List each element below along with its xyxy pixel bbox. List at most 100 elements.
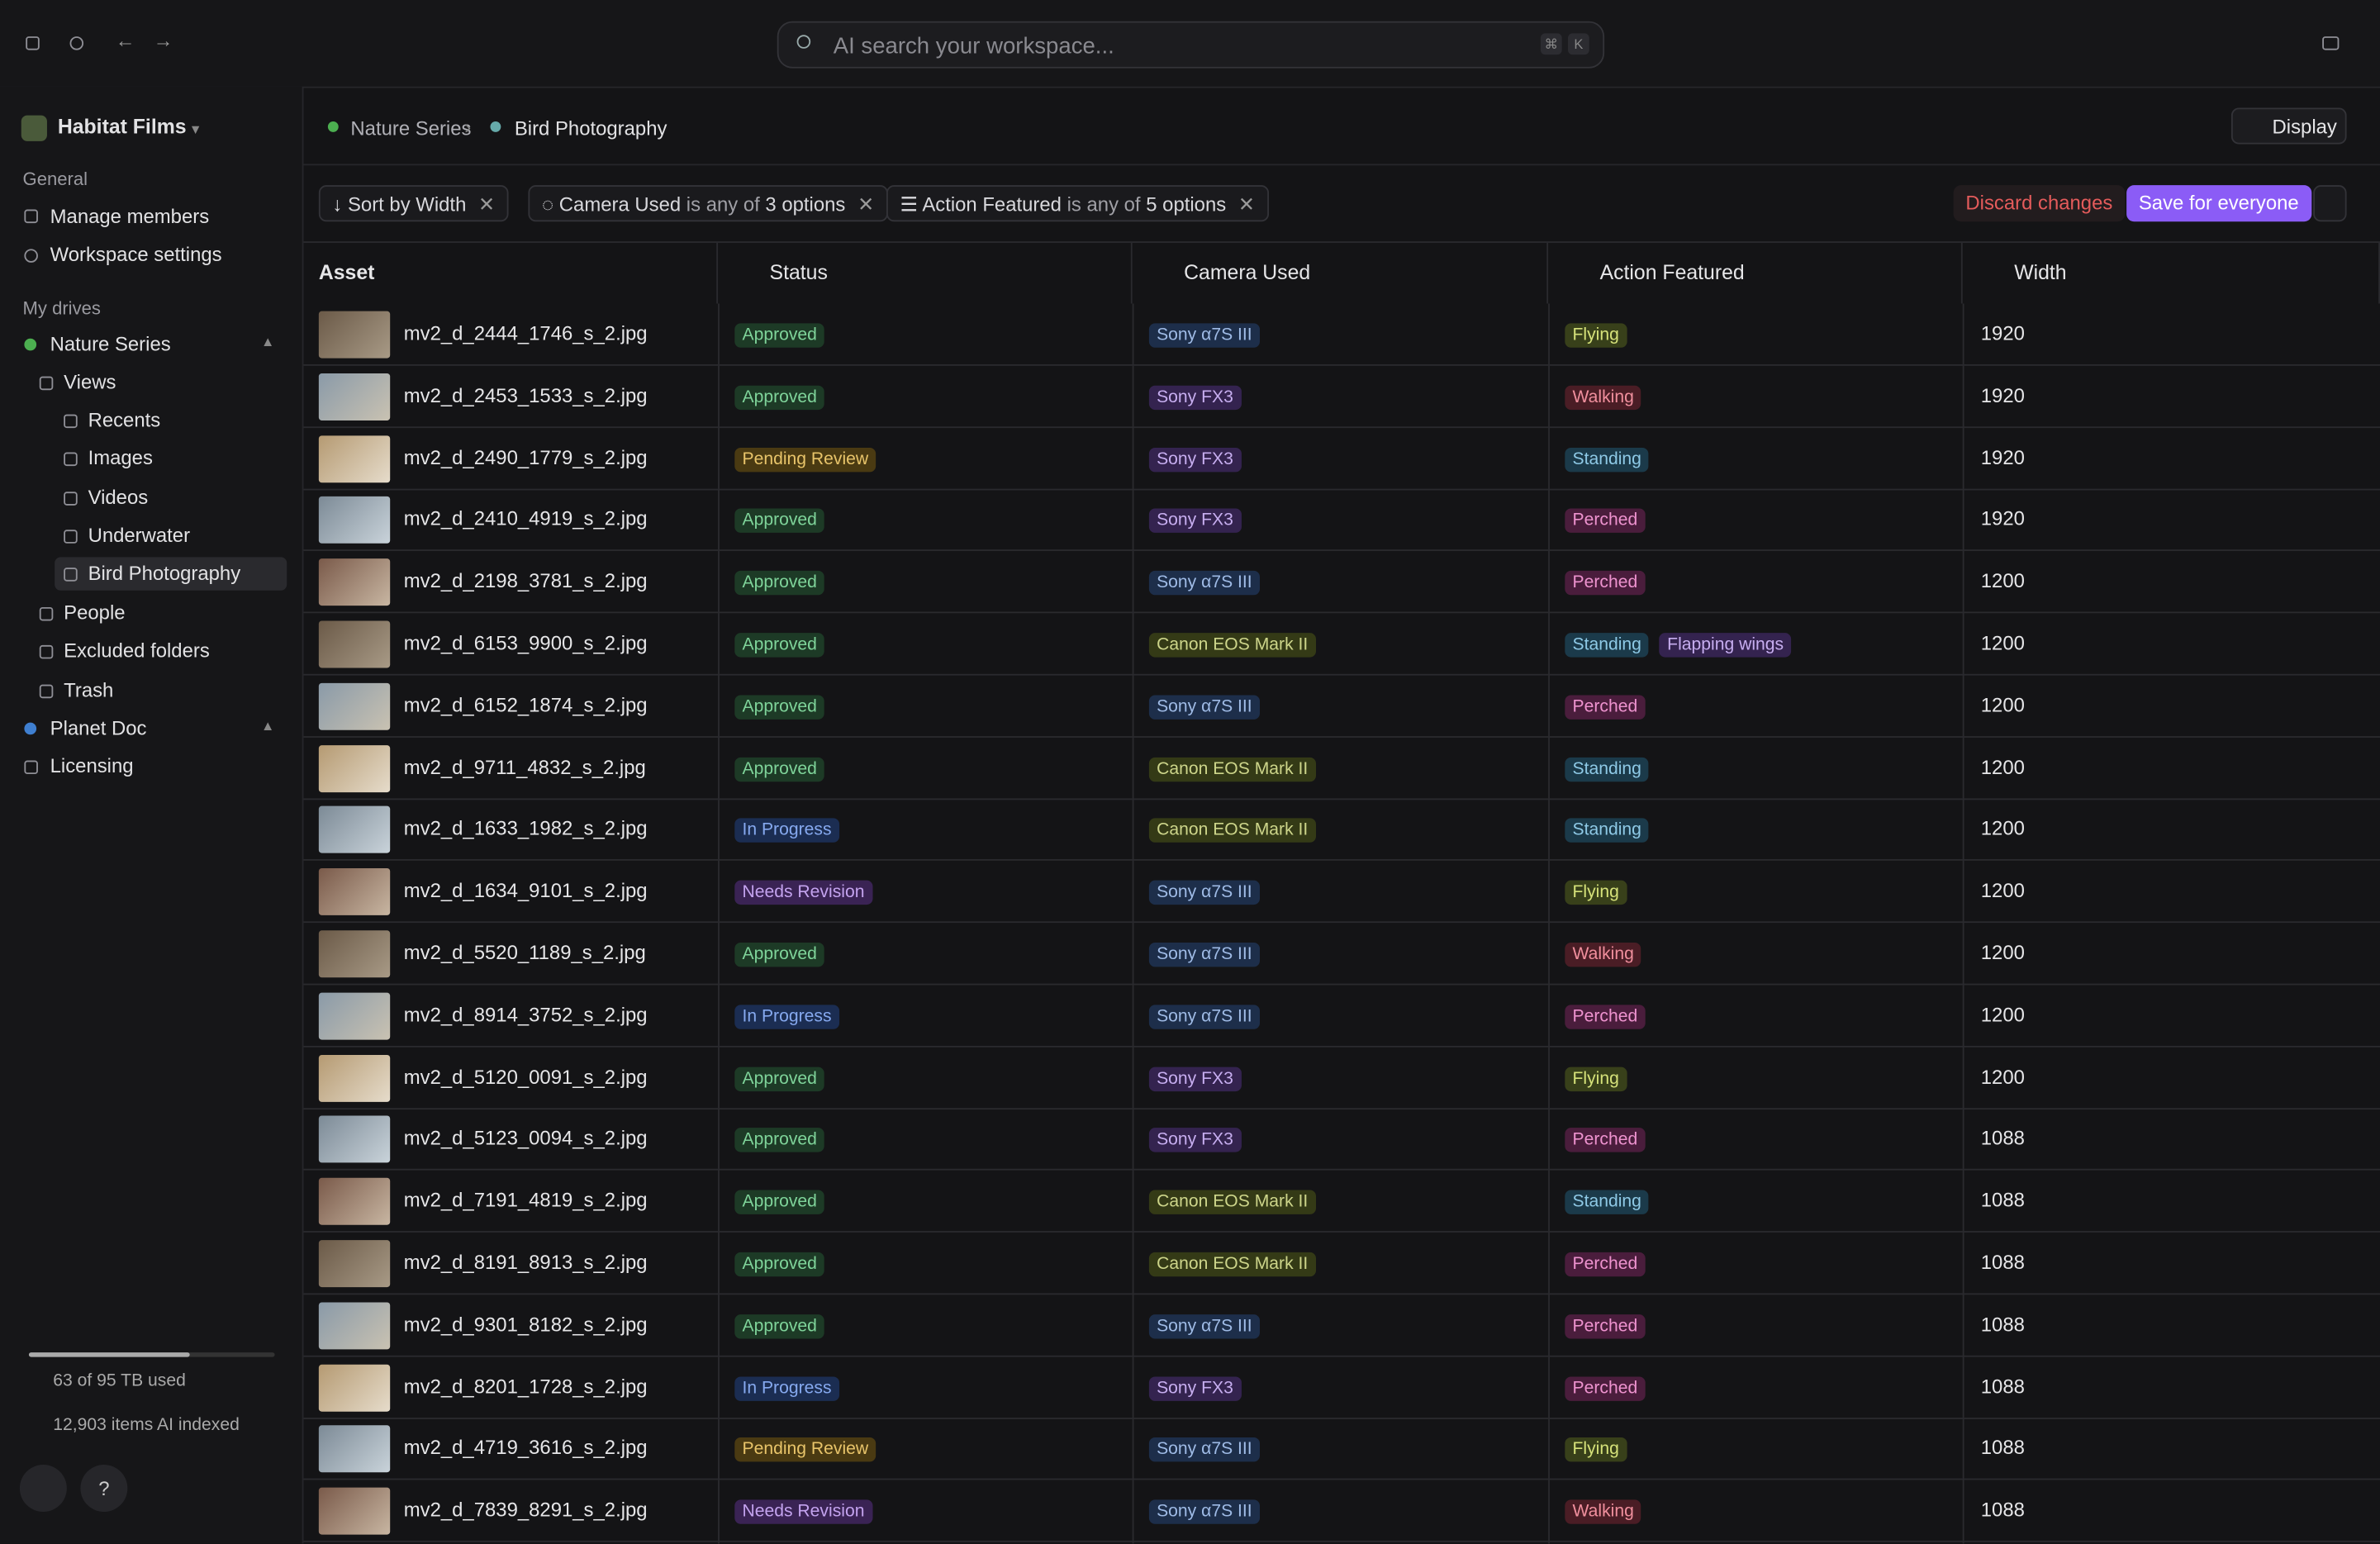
asset-name[interactable]: mv2_d_1633_1982_s_2.jpg bbox=[403, 817, 648, 840]
workspace-name[interactable]: Habitat Films ▾ bbox=[57, 115, 199, 139]
asset-name[interactable]: mv2_d_5520_1189_s_2.jpg bbox=[403, 941, 646, 964]
nav-item[interactable]: Views bbox=[64, 370, 116, 393]
eject[interactable]: ▲ bbox=[261, 718, 275, 734]
width-cell: 1088 bbox=[1980, 1312, 2025, 1336]
asset-name[interactable]: mv2_d_7191_4819_s_2.jpg bbox=[403, 1189, 648, 1212]
eject[interactable]: ▲ bbox=[261, 334, 275, 349]
tag: Perched bbox=[1565, 695, 1646, 720]
asset-name[interactable]: mv2_d_5120_0091_s_2.jpg bbox=[403, 1065, 648, 1088]
sidebar: Habitat Films ▾ General Manage members W… bbox=[0, 86, 304, 1544]
camera-cell: Canon EOS Mark II bbox=[1148, 737, 1326, 797]
nav-item[interactable]: Recents bbox=[88, 408, 161, 431]
sidebar-toggle[interactable] bbox=[26, 36, 40, 50]
column-header[interactable]: Camera Used bbox=[1133, 242, 1549, 304]
column-header[interactable]: Action Featured bbox=[1548, 242, 1963, 304]
nav-item[interactable]: Workspace settings bbox=[50, 242, 222, 266]
nav-item[interactable]: Bird Photography bbox=[88, 562, 241, 585]
tag: Flying bbox=[1565, 1437, 1627, 1463]
nav-item[interactable]: Images bbox=[88, 446, 153, 470]
tag: Needs Revision bbox=[734, 1499, 872, 1525]
asset-name[interactable]: mv2_d_5123_0094_s_2.jpg bbox=[403, 1127, 648, 1150]
nav-item[interactable]: Underwater bbox=[88, 523, 191, 547]
row-divider bbox=[303, 983, 2380, 986]
nav-item[interactable]: Videos bbox=[88, 485, 149, 508]
asset-name[interactable]: mv2_d_2444_1746_s_2.jpg bbox=[403, 321, 648, 345]
save-button[interactable]: Save for everyone bbox=[2126, 185, 2311, 222]
kbd: ⌘ bbox=[1540, 33, 1562, 55]
back[interactable]: ← bbox=[115, 28, 135, 52]
forward[interactable]: → bbox=[153, 28, 173, 52]
thumbnail[interactable] bbox=[318, 373, 391, 420]
column-title: Camera Used bbox=[1184, 261, 1311, 284]
column-header[interactable]: Status bbox=[718, 242, 1133, 304]
tag: Canon EOS Mark II bbox=[1148, 633, 1316, 658]
discard-button[interactable]: Discard changes bbox=[1953, 185, 2126, 222]
icon bbox=[24, 760, 38, 775]
thumbnail[interactable] bbox=[318, 1302, 391, 1350]
breadcrumb[interactable]: Nature Series bbox=[350, 116, 472, 140]
status-cell: In Progress bbox=[734, 1356, 849, 1417]
thumbnail[interactable] bbox=[318, 744, 391, 792]
history[interactable] bbox=[69, 36, 84, 50]
nav-item[interactable]: Manage members bbox=[50, 205, 210, 228]
nav-item[interactable]: Trash bbox=[64, 677, 114, 701]
tag: Perched bbox=[1565, 1252, 1646, 1277]
asset-name[interactable]: mv2_d_1634_9101_s_2.jpg bbox=[403, 879, 648, 902]
asset-name[interactable]: mv2_d_9301_8182_s_2.jpg bbox=[403, 1312, 648, 1336]
asset-name[interactable]: mv2_d_6152_1874_s_2.jpg bbox=[403, 693, 648, 716]
nav-item[interactable]: Excluded folders bbox=[64, 639, 210, 663]
asset-name[interactable]: mv2_d_2198_3781_s_2.jpg bbox=[403, 569, 648, 592]
thumbnail[interactable] bbox=[318, 1240, 391, 1288]
icon bbox=[64, 453, 78, 467]
filter-chip[interactable]: ◌ Camera Used is any of 3 options ✕ bbox=[528, 185, 888, 222]
thumbnail[interactable] bbox=[318, 496, 391, 544]
asset-name[interactable]: mv2_d_2453_1533_s_2.jpg bbox=[403, 383, 648, 407]
search-button[interactable] bbox=[2313, 185, 2347, 222]
asset-name[interactable]: mv2_d_2410_4919_s_2.jpg bbox=[403, 507, 648, 530]
thumbnail[interactable] bbox=[318, 311, 391, 359]
thumbnail[interactable] bbox=[318, 1426, 391, 1473]
asset-name[interactable]: mv2_d_7839_8291_s_2.jpg bbox=[403, 1498, 648, 1522]
asset-name[interactable]: mv2_d_8191_8913_s_2.jpg bbox=[403, 1250, 648, 1274]
thumbnail[interactable] bbox=[318, 868, 391, 916]
status-cell: Approved bbox=[734, 737, 835, 797]
asset-name[interactable]: mv2_d_4719_3616_s_2.jpg bbox=[403, 1436, 648, 1460]
thumbnail[interactable] bbox=[318, 806, 391, 854]
thumbnail[interactable] bbox=[318, 682, 391, 730]
filter-chip[interactable]: ☰ Action Featured is any of 5 options ✕ bbox=[886, 185, 1269, 222]
asset-name[interactable]: mv2_d_8914_3752_s_2.jpg bbox=[403, 1003, 648, 1026]
asset-name[interactable]: mv2_d_9711_4832_s_2.jpg bbox=[403, 755, 646, 778]
width-cell: 1920 bbox=[1980, 321, 2025, 345]
row-divider bbox=[303, 1355, 2380, 1357]
thumbnail[interactable] bbox=[318, 1116, 391, 1164]
thumbnail[interactable] bbox=[318, 435, 391, 482]
nav-item[interactable]: Licensing bbox=[50, 754, 134, 777]
asset-name[interactable]: mv2_d_8201_1728_s_2.jpg bbox=[403, 1374, 648, 1398]
thumbnail[interactable] bbox=[318, 992, 391, 1040]
thumbnail[interactable] bbox=[318, 930, 391, 978]
action-cell: Perched bbox=[1565, 551, 1656, 611]
search-box[interactable]: AI search your workspace... ⌘ K bbox=[777, 21, 1605, 69]
icon bbox=[327, 121, 339, 132]
thumbnail[interactable] bbox=[318, 558, 391, 606]
column-header[interactable]: Width bbox=[1963, 242, 2380, 304]
action-cell: Perched bbox=[1565, 1233, 1656, 1293]
thumbnail[interactable] bbox=[318, 1364, 391, 1412]
asset-name[interactable]: mv2_d_2490_1779_s_2.jpg bbox=[403, 445, 648, 469]
thumbnail[interactable] bbox=[318, 1054, 391, 1102]
display-button[interactable]: Display bbox=[2230, 107, 2347, 145]
filter-value: 3 options bbox=[765, 192, 846, 216]
upload-button[interactable] bbox=[19, 1465, 67, 1513]
action-cell: Standing bbox=[1565, 427, 1660, 487]
column-header[interactable]: Asset bbox=[303, 242, 719, 304]
thumbnail[interactable] bbox=[318, 1487, 391, 1535]
panel-toggle[interactable] bbox=[2322, 36, 2340, 50]
thumbnail[interactable] bbox=[318, 620, 391, 668]
thumbnail[interactable] bbox=[318, 1178, 391, 1226]
asset-name[interactable]: mv2_d_6153_9900_s_2.jpg bbox=[403, 631, 648, 654]
nav-item[interactable]: Planet Doc bbox=[50, 716, 147, 739]
nav-item[interactable]: Nature Series bbox=[50, 332, 171, 355]
nav-item[interactable]: People bbox=[64, 601, 126, 625]
help-button[interactable]: ? bbox=[80, 1465, 128, 1513]
sort-chip[interactable]: ↓ Sort by Width ✕ bbox=[318, 185, 509, 222]
